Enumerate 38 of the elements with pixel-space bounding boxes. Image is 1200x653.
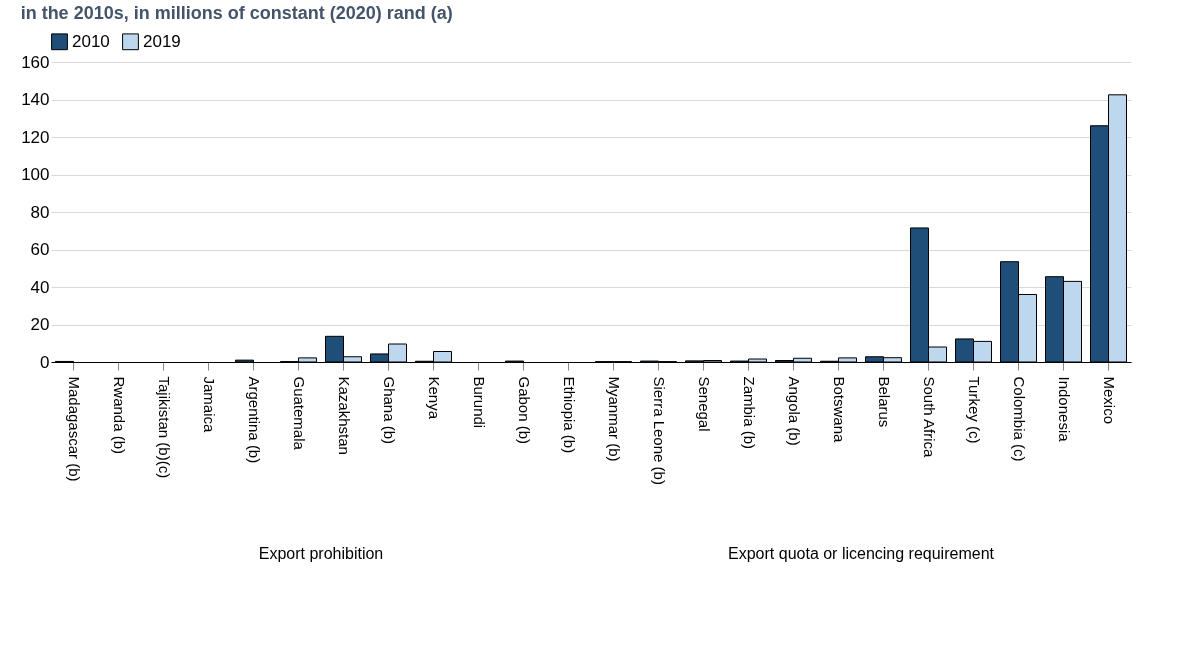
x-tick-label: Argentina (b) [245,376,263,464]
y-tick-label: 60 [30,240,50,259]
x-tick-label: Zambia (b) [740,376,758,450]
legend-label: 2010 [72,31,110,51]
x-tick-label: Myanmar (b) [605,376,623,462]
chart-title: in the 2010s, in millions of constant (2020) rand (a) [20,3,453,23]
x-tick-label: Burundi [470,376,488,429]
x-tick-label: Indonesia [1055,376,1073,443]
x-tick-label: Rwanda (b) [110,376,128,455]
y-tick-label: 160 [21,52,50,72]
x-tick-label: Jamaica [200,376,218,434]
x-tick-label: Angola (b) [785,376,803,446]
x-tick-label: Colombia (c) [1010,376,1028,462]
x-tick-label: Kenya [425,376,443,420]
x-tick-label: Botswana [830,376,848,444]
y-tick-label: 0 [40,352,50,372]
y-tick-label: 40 [30,277,50,297]
x-tick-label: Ethiopia (b) [560,376,578,454]
x-tick-label: Kazakhstan [335,376,353,455]
x-tick-label: Guatemala [290,376,308,451]
legend-label: 2019 [143,31,181,51]
x-tick-label: Gabon (b) [515,376,533,445]
y-tick-label: 20 [30,315,50,334]
x-tick-label: Senegal [695,376,713,432]
y-tick-label: 140 [21,90,50,109]
x-tick-label: Sierra Leone (b) [650,376,668,485]
y-tick-label: 100 [21,165,50,184]
text: Export prohibition [258,545,384,562]
y-tick-label: 120 [21,127,50,147]
x-tick-label: Turkey (c) [965,376,983,444]
y-tick-label: 80 [30,202,50,222]
x-tick-label: South Africa [920,376,938,459]
x-tick-label: Madagascar (b) [65,376,83,482]
text: Export quota or licencing requirement [728,545,995,562]
x-tick-label: Tajikistan (b)(c) [155,376,173,479]
x-tick-label: Mexico [1100,376,1118,425]
x-tick-label: Belarus [875,376,893,428]
x-tick-label: Ghana (b) [380,376,398,445]
